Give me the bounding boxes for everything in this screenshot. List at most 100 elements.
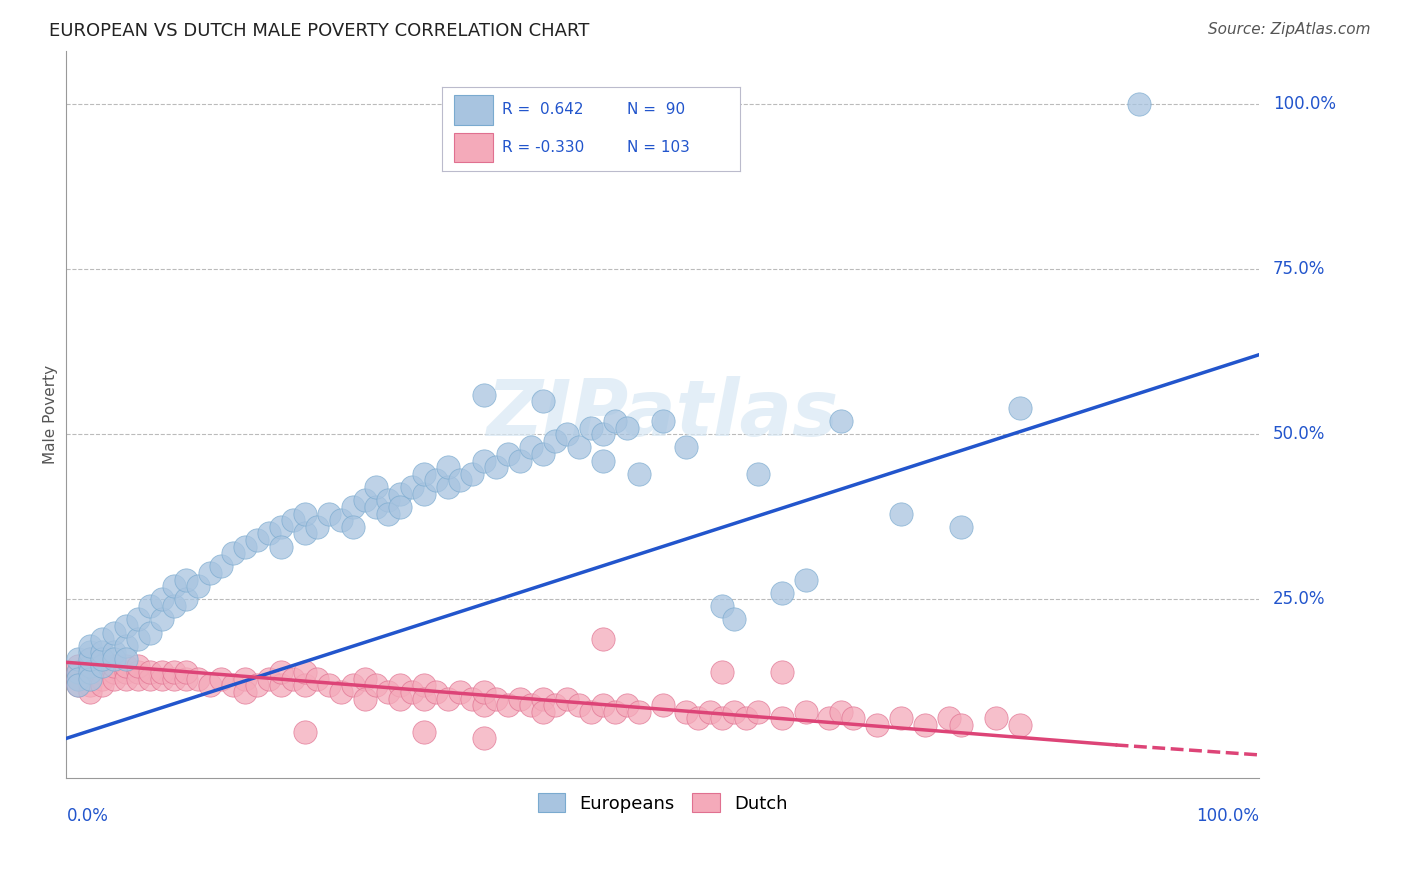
Point [79, 658, 101, 673]
Point [711, 599, 734, 613]
Point [163, 665, 186, 680]
Point [401, 685, 423, 699]
Point [735, 711, 758, 725]
Point [79, 665, 101, 680]
Point [675, 441, 697, 455]
Point [770, 665, 793, 680]
Point [329, 513, 352, 527]
Point [353, 493, 375, 508]
Point [1128, 96, 1150, 111]
Point [79, 672, 101, 686]
Point [150, 672, 173, 686]
Point [592, 632, 614, 647]
Point [115, 658, 138, 673]
Point [377, 507, 399, 521]
Point [472, 387, 495, 401]
Point [592, 453, 614, 467]
Point [318, 507, 340, 521]
Point [603, 705, 626, 719]
Point [150, 612, 173, 626]
Point [437, 480, 460, 494]
Point [233, 685, 256, 699]
Point [472, 731, 495, 746]
Point [222, 546, 245, 560]
Text: ZIPatlas: ZIPatlas [486, 376, 839, 452]
Point [79, 652, 101, 666]
Text: Source: ZipAtlas.com: Source: ZipAtlas.com [1208, 22, 1371, 37]
Point [103, 625, 125, 640]
Point [294, 526, 316, 541]
Point [389, 486, 412, 500]
Point [139, 672, 162, 686]
Point [425, 474, 447, 488]
Point [281, 513, 304, 527]
Point [627, 467, 650, 481]
Point [568, 441, 591, 455]
Point [187, 579, 209, 593]
Point [651, 698, 673, 713]
Point [163, 672, 186, 686]
Point [115, 652, 138, 666]
Point [389, 678, 412, 692]
Point [389, 691, 412, 706]
Point [627, 705, 650, 719]
Point [115, 639, 138, 653]
Point [366, 480, 388, 494]
Point [127, 612, 149, 626]
Point [115, 665, 138, 680]
Point [747, 467, 769, 481]
Point [342, 520, 364, 534]
Point [711, 711, 734, 725]
Point [270, 540, 292, 554]
Point [544, 698, 567, 713]
Point [163, 579, 186, 593]
Point [150, 665, 173, 680]
Point [305, 672, 328, 686]
Point [377, 493, 399, 508]
Point [127, 665, 149, 680]
Point [651, 414, 673, 428]
Point [485, 460, 508, 475]
Point [842, 711, 865, 725]
Point [986, 711, 1008, 725]
Point [246, 678, 269, 692]
Point [866, 718, 889, 732]
Point [270, 678, 292, 692]
Point [209, 672, 232, 686]
Point [555, 691, 578, 706]
Point [711, 96, 734, 111]
Point [103, 672, 125, 686]
Point [366, 678, 388, 692]
Legend: Europeans, Dutch: Europeans, Dutch [530, 786, 794, 820]
Point [67, 678, 90, 692]
Point [139, 599, 162, 613]
Point [949, 718, 972, 732]
Point [91, 672, 114, 686]
Point [91, 652, 114, 666]
Point [67, 665, 90, 680]
Point [531, 394, 554, 409]
Point [127, 672, 149, 686]
Point [103, 645, 125, 659]
Point [616, 420, 638, 434]
Text: 100.0%: 100.0% [1195, 807, 1258, 825]
Point [508, 453, 530, 467]
Point [472, 698, 495, 713]
Point [127, 658, 149, 673]
Point [818, 711, 841, 725]
Point [294, 507, 316, 521]
Point [91, 658, 114, 673]
Point [174, 665, 197, 680]
Point [91, 665, 114, 680]
Text: 25.0%: 25.0% [1272, 591, 1326, 608]
Point [579, 705, 602, 719]
Point [914, 718, 936, 732]
Point [688, 711, 710, 725]
Point [496, 447, 519, 461]
Point [79, 652, 101, 666]
Point [353, 672, 375, 686]
Point [79, 685, 101, 699]
Point [67, 658, 90, 673]
Point [531, 705, 554, 719]
Point [890, 711, 912, 725]
